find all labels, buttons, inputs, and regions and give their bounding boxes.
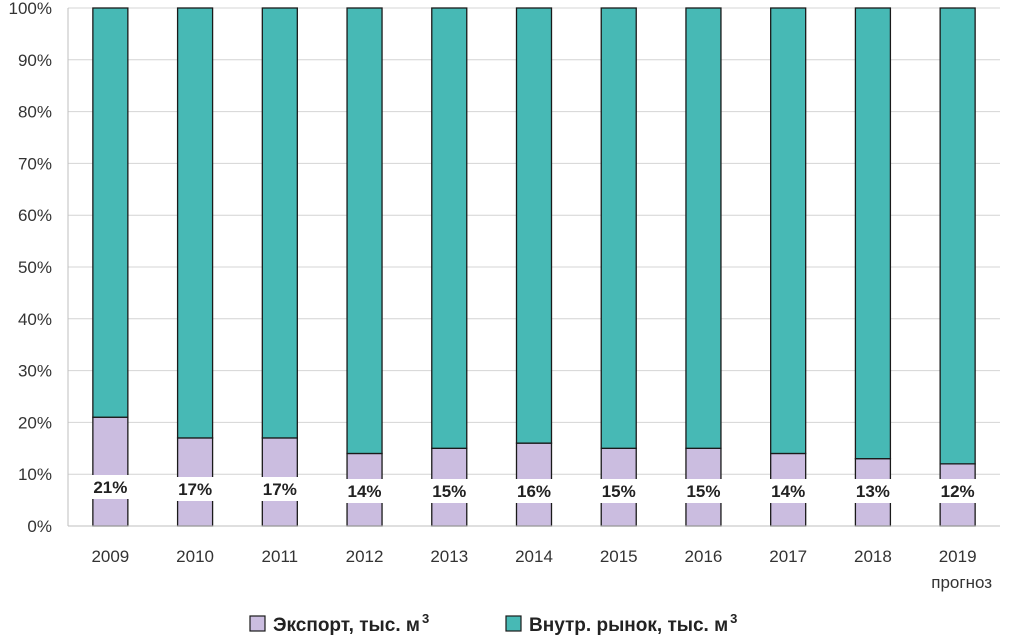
data-label-export-2018: 13% — [856, 482, 890, 501]
data-label-export-2012: 14% — [348, 482, 382, 501]
data-label-export-2013: 15% — [432, 482, 466, 501]
y-axis: 0% 10% 20% 30% 40% 50% 60% 70% 80% 90% 100% — [9, 0, 69, 536]
x-tick-sublabel: прогноз — [931, 573, 992, 592]
data-label-bg — [510, 479, 558, 503]
data-label-export-2014: 16% — [517, 482, 551, 501]
bar-domestic-2015 — [600, 7, 637, 449]
x-tick-label: 2009 — [91, 547, 129, 566]
x-tick-label: 2011 — [262, 547, 299, 566]
y-tick-label: 30% — [18, 362, 52, 381]
data-label-export-2011: 17% — [263, 480, 297, 499]
data-label-bg — [86, 475, 135, 499]
bar-export-2009 — [92, 416, 129, 527]
bar-domestic-2012 — [346, 7, 383, 455]
x-tick-label: 2019 — [939, 547, 977, 566]
bars: 21% 17% 17% 14% 15% 16% 15% 15% 14% 13% 12% — [86, 7, 982, 527]
data-label-export-2017: 14% — [771, 482, 805, 501]
data-label-bg — [594, 479, 643, 503]
data-label-bg — [255, 477, 304, 501]
data-label-export-2016: 15% — [686, 482, 720, 501]
x-axis: 2009 2010 2011 2012 2013 2014 2015 2016 2017 2018… — [68, 525, 1000, 592]
data-label-bg — [933, 479, 982, 503]
data-label-bg — [171, 477, 220, 501]
data-label-export-2010: 17% — [178, 480, 212, 499]
data-label-bg — [340, 479, 389, 503]
y-tick-label: 80% — [18, 103, 52, 122]
y-tick-label: 100% — [9, 0, 52, 18]
y-tick-label: 0% — [27, 517, 52, 536]
data-label-export-2019: 12% — [941, 482, 975, 501]
bar-domestic-2013 — [431, 7, 468, 449]
data-label-export-2009: 21% — [93, 478, 127, 497]
y-tick-label: 70% — [18, 154, 52, 173]
bar-domestic-2017 — [770, 7, 807, 455]
y-tick-label: 60% — [18, 206, 52, 225]
x-tick-label: 2016 — [685, 547, 723, 566]
x-tick-label: 2012 — [346, 547, 384, 566]
bar-domestic-2014 — [515, 7, 553, 444]
bar-domestic-2009 — [92, 7, 129, 418]
x-tick-label: 2014 — [515, 547, 553, 566]
y-tick-label: 10% — [18, 465, 52, 484]
x-tick-label: 2018 — [854, 547, 892, 566]
bar-domestic-2010 — [176, 7, 214, 439]
bar-domestic-2011 — [261, 7, 298, 439]
data-label-export-2015: 15% — [602, 482, 636, 501]
y-tick-label: 40% — [18, 310, 52, 329]
bar-domestic-2016 — [685, 7, 722, 449]
bar-domestic-2019 — [939, 7, 976, 465]
x-tick-label: 2010 — [176, 547, 214, 566]
bar-domestic-2018 — [854, 7, 892, 460]
data-label-bg — [848, 479, 897, 503]
data-label-bg — [679, 479, 728, 503]
data-label-bg — [425, 479, 474, 503]
y-tick-label: 50% — [18, 258, 52, 277]
x-tick-label: 2013 — [430, 547, 468, 566]
y-tick-label: 20% — [18, 413, 52, 432]
legend-swatch-1 — [505, 615, 522, 632]
legend-swatch-0 — [249, 615, 266, 632]
x-tick-label: 2015 — [600, 547, 638, 566]
y-tick-label: 90% — [18, 51, 52, 70]
x-tick-label: 2017 — [769, 547, 807, 566]
data-label-bg — [764, 479, 813, 503]
